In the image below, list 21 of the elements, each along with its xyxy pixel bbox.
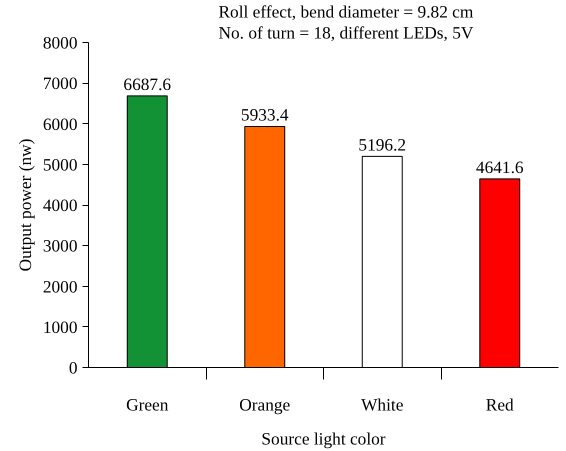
y-tick-label: 5000 xyxy=(42,155,78,174)
x-tick-label: White xyxy=(361,396,404,414)
y-tick-label: 1000 xyxy=(42,318,78,337)
y-tick-label: 2000 xyxy=(42,277,78,296)
data-label: 5196.2 xyxy=(358,135,406,154)
y-axis-title: Output power (nw) xyxy=(16,138,35,272)
y-tick-label: 6000 xyxy=(42,114,78,134)
text: Roll effect, bend diameter = 9.82 cm xyxy=(218,2,474,22)
x-tick-label: Red xyxy=(486,396,514,414)
data-label: 4641.6 xyxy=(476,158,524,177)
y-tick-label: 0 xyxy=(68,358,78,378)
text: No. of turn = 18, different LEDs, 5V xyxy=(218,24,474,42)
x-tick-label: Orange xyxy=(239,396,291,414)
x-tick-label: Green xyxy=(126,396,169,414)
data-label: 5933.4 xyxy=(240,105,289,124)
y-tick-label: 7000 xyxy=(42,74,78,94)
y-tick-label: 4000 xyxy=(42,196,78,215)
y-tick-label: 8000 xyxy=(42,34,78,52)
x-axis-title: Source light color xyxy=(261,430,386,448)
data-label: 6687.6 xyxy=(123,74,172,94)
y-tick-label: 3000 xyxy=(42,236,78,256)
